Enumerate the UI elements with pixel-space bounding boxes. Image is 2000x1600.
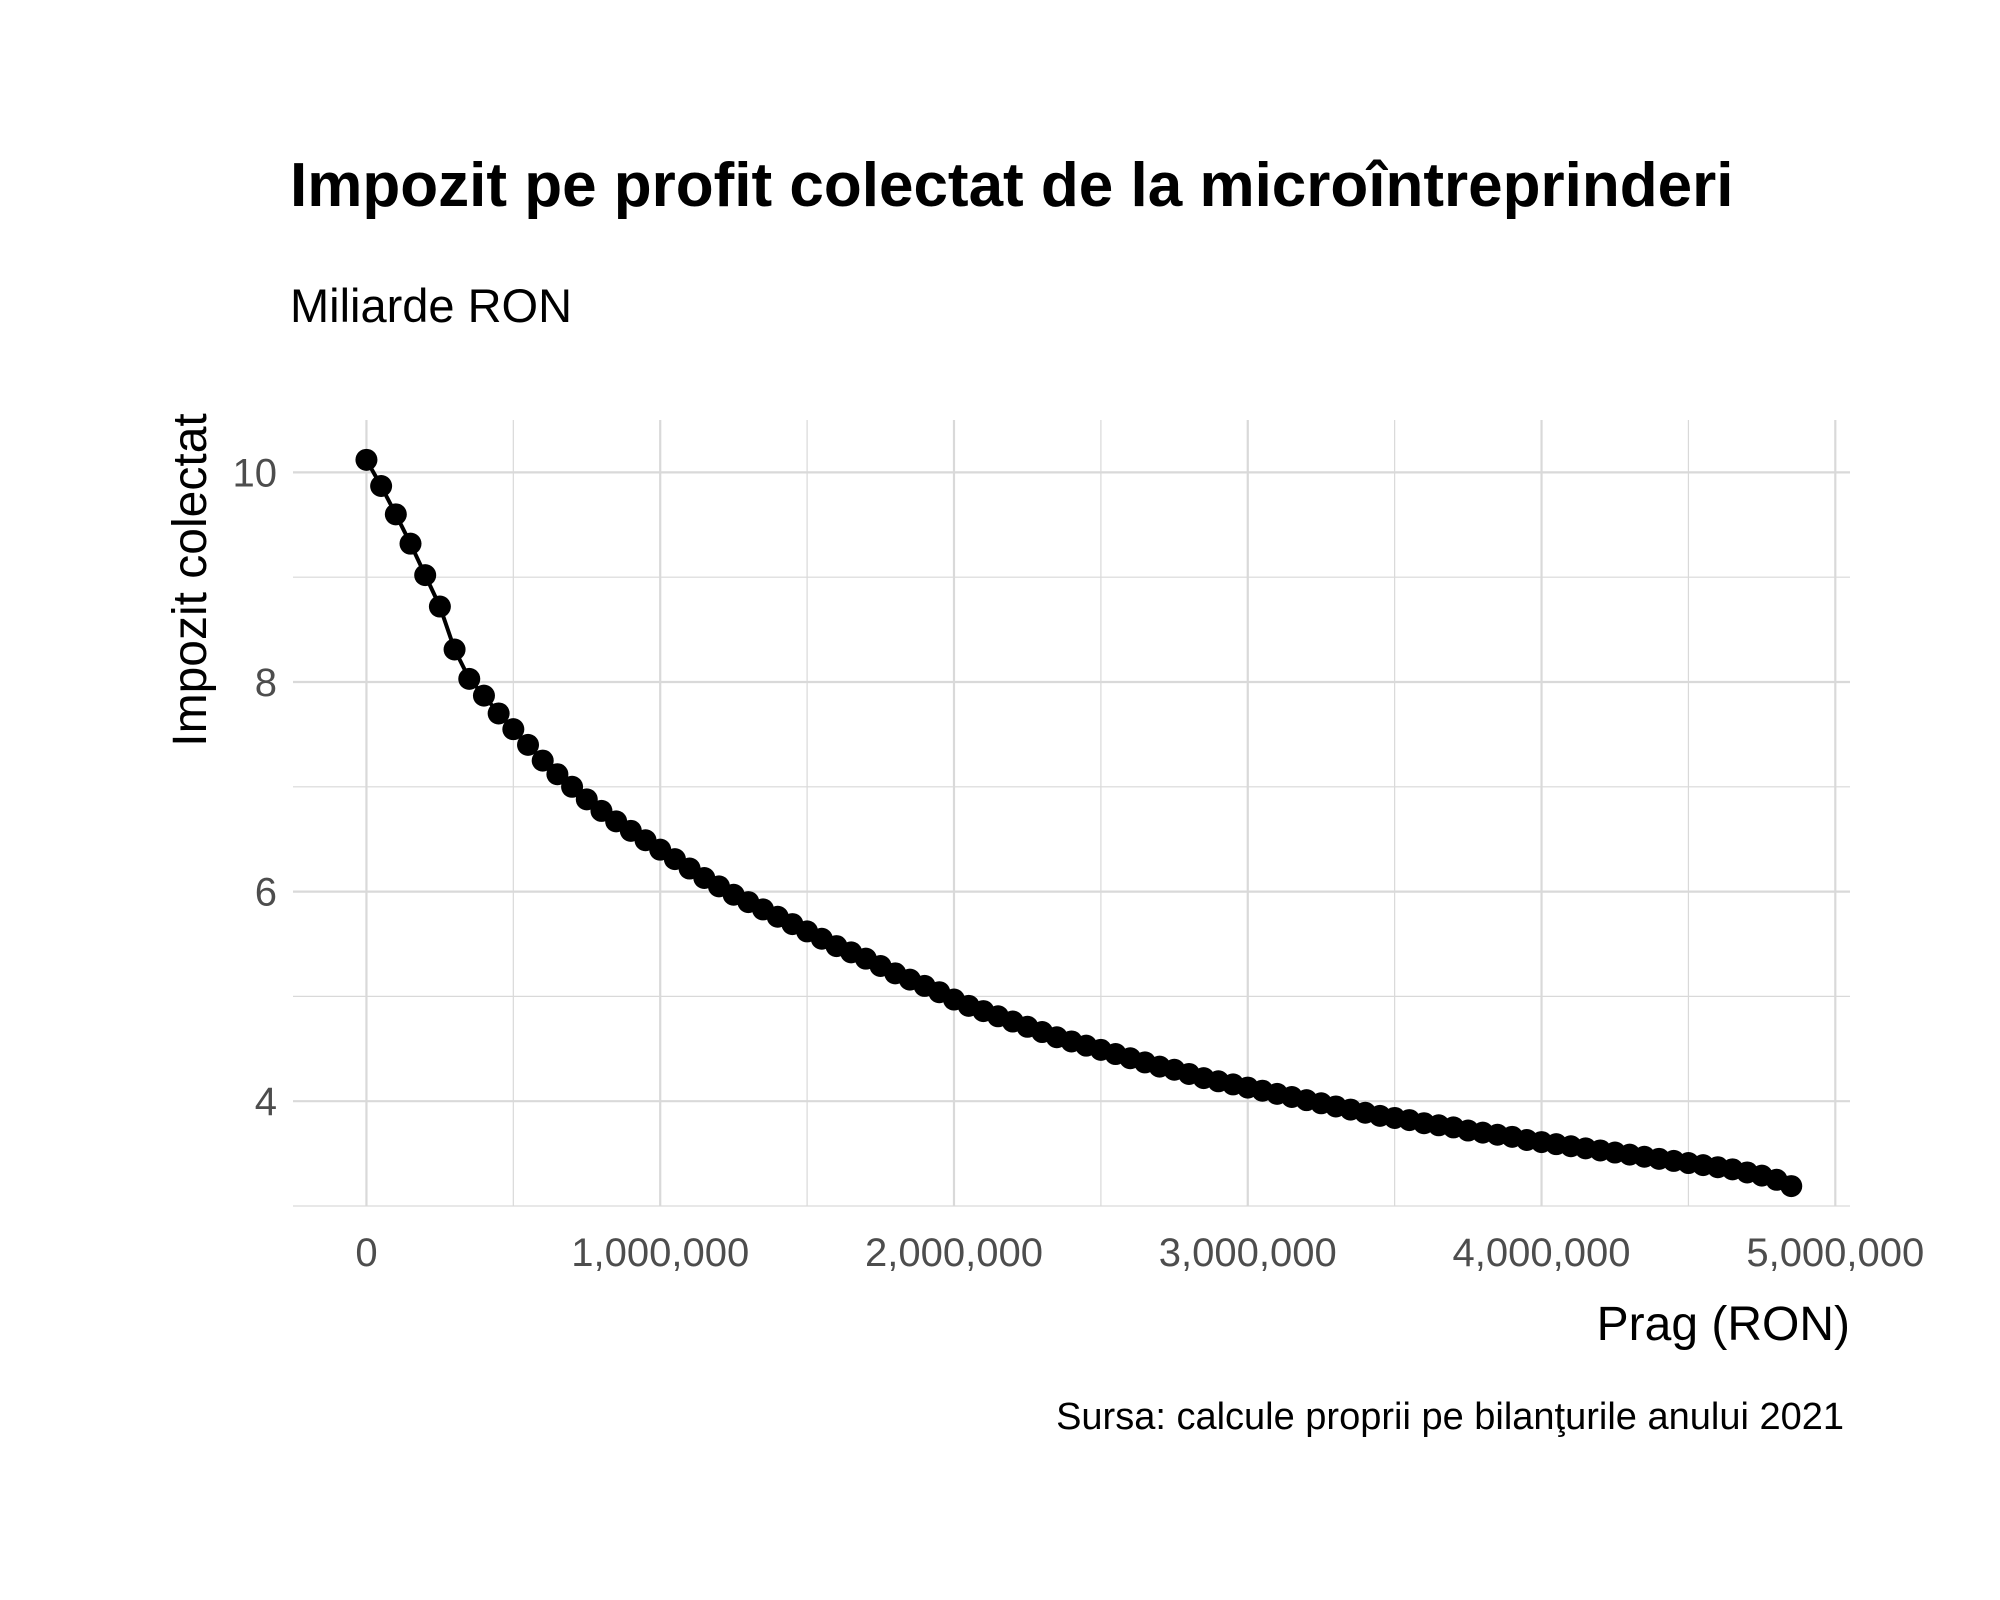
data-point: [458, 667, 481, 690]
y-tick-label: 4: [255, 1080, 277, 1124]
data-point: [443, 638, 466, 661]
data-series: [355, 448, 1803, 1198]
x-tick-label: 4,000,000: [1453, 1231, 1631, 1275]
grid-lines: [293, 420, 1850, 1207]
data-point: [546, 763, 569, 786]
data-point: [414, 564, 437, 587]
y-axis-title: Impozit colectat: [164, 413, 217, 746]
x-tick-label: 2,000,000: [865, 1231, 1043, 1275]
data-point: [561, 775, 584, 798]
series-line: [364, 458, 1792, 1188]
data-point: [355, 448, 378, 471]
data-point: [428, 595, 451, 618]
x-tick-label: 3,000,000: [1159, 1231, 1337, 1275]
y-tick-label: 10: [233, 451, 278, 495]
x-tick-label: 0: [355, 1231, 377, 1275]
data-point: [1780, 1175, 1803, 1198]
data-point: [399, 532, 422, 555]
x-tick-label: 5,000,000: [1746, 1231, 1924, 1275]
data-point: [487, 702, 510, 725]
data-point: [517, 733, 540, 756]
data-point: [502, 718, 525, 741]
data-point: [472, 684, 495, 707]
y-tick-label: 6: [255, 871, 277, 915]
x-axis-title: Prag (RON): [1597, 1298, 1850, 1351]
y-tick-label: 8: [255, 661, 277, 705]
chart-subtitle: Miliarde RON: [290, 279, 573, 332]
x-tick-label: 1,000,000: [571, 1231, 749, 1275]
data-point: [384, 503, 407, 526]
tick-labels: 0 1,000,000 2,000,000 3,000,000 4,000,000 5,0…: [233, 451, 1925, 1275]
chart-title: Impozit pe profit colectat de la microîn…: [290, 151, 1734, 220]
data-point: [370, 475, 393, 498]
chart-caption: Sursa: calcule proprii pe bilanţurile an…: [1056, 1396, 1844, 1438]
data-point: [531, 749, 554, 772]
